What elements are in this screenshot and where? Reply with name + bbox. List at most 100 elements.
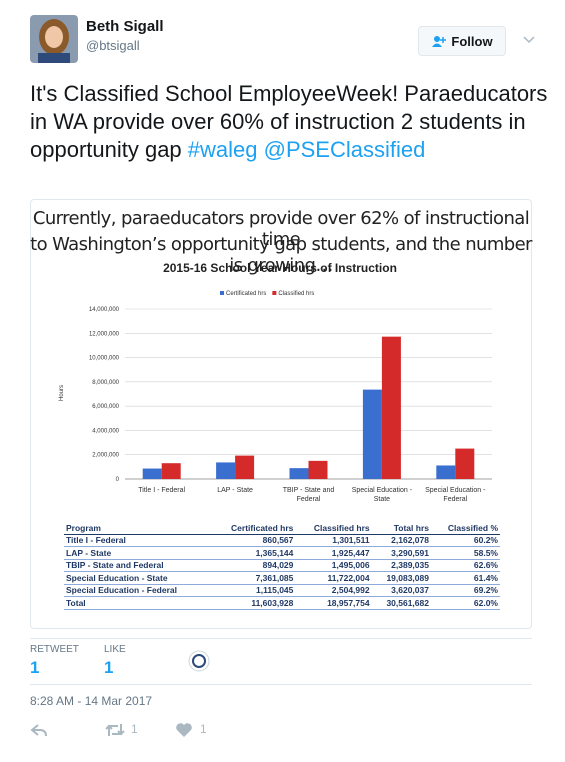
bar [308, 460, 328, 479]
image-headline: to Washington’s opportunity gap students… [30, 234, 532, 276]
table-cell: 2,504,992 [295, 584, 372, 597]
table-cell: 894,029 [210, 559, 296, 572]
table-cell: TBIP - State and Federal [64, 559, 211, 572]
table-header-row: Program Certificated hrs Classified hrs Tot… [64, 522, 500, 535]
chart-title: 2015-16 School Year Hours of Instruction [163, 261, 397, 275]
table-cell: 62.6% [430, 559, 500, 572]
bar [436, 465, 456, 479]
table-cell: 30,561,682 [371, 596, 431, 610]
reply-icon[interactable] [30, 722, 48, 738]
bar [362, 389, 382, 479]
user-name[interactable]: Beth Sigall [86, 18, 164, 35]
table-header-cell: Certificated hrs [210, 522, 296, 535]
y-tick-label: 10,000,000 [89, 356, 120, 362]
y-tick-label: 12,000,000 [89, 331, 120, 337]
menu-chevron[interactable] [522, 35, 536, 45]
table-cell: 61.4% [430, 571, 500, 585]
retweet-count[interactable]: 1 [30, 658, 40, 677]
follow-icon [432, 36, 447, 47]
table-cell: 1,115,045 [210, 584, 296, 597]
table-row: Special Education - Federal 1,115,045 2,50… [64, 584, 500, 597]
table-header-cell: Program [64, 522, 211, 535]
table-cell: 11,722,004 [295, 571, 372, 585]
table-cell: 3,290,591 [371, 546, 431, 560]
y-tick-label: 14,000,000 [89, 307, 120, 313]
media-card[interactable] [30, 199, 532, 629]
like-count[interactable]: 1 [104, 658, 114, 677]
tweet-body: It's Classified School EmployeeWeek! Par… [30, 81, 548, 162]
table-cell: 1,495,006 [295, 559, 372, 572]
table-cell: 860,567 [210, 534, 296, 547]
table-cell: 69.2% [430, 584, 500, 597]
table-cell: 2,162,078 [371, 534, 431, 547]
timestamp[interactable]: 8:28 AM - 14 Mar 2017 [30, 694, 153, 708]
table-cell: 1,925,447 [295, 546, 372, 560]
legend-label: Classified hrs [278, 291, 314, 297]
liker-avatar[interactable] [188, 650, 210, 672]
bar [381, 336, 401, 479]
data-table: Program Certificated hrs Classified hrs Tot… [64, 522, 500, 610]
like-label: LIKE [104, 644, 126, 655]
x-tick-label: TBIP - State and Federal [282, 487, 335, 503]
table-cell: 7,361,085 [210, 571, 296, 585]
retweet-action-count: 1 [131, 722, 138, 736]
table-cell: 58.5% [430, 546, 500, 560]
table-cell: 19,083,089 [371, 571, 431, 585]
table-row: Special Education - State 7,361,085 11,722… [64, 571, 500, 585]
y-tick-label: 8,000,000 [92, 380, 119, 386]
table-cell: 60.2% [430, 534, 500, 547]
x-tick-label: Special Education - Federal [425, 487, 486, 503]
table-row: Total 11,603,928 18,957,754 30,561,682 62.0% [64, 596, 500, 610]
table-cell: 11,603,928 [210, 596, 296, 610]
table-cell: 3,620,037 [371, 584, 431, 597]
table-row: TBIP - State and Federal 894,029 1,495,006… [64, 559, 500, 572]
bar [216, 462, 236, 479]
bar [142, 468, 162, 479]
bar [161, 463, 181, 479]
table-cell: Title I - Federal [64, 534, 211, 547]
table-cell: Special Education - Federal [64, 584, 211, 597]
table-cell: 2,389,035 [371, 559, 431, 572]
legend-label: Certificated hrs [226, 291, 266, 297]
chart: 2015-16 School Year Hours of Instruction… [59, 261, 492, 483]
retweet-icon[interactable] [105, 722, 125, 738]
bar [455, 448, 475, 479]
like-icon[interactable] [175, 722, 193, 738]
y-tick-label: 2,000,000 [92, 453, 119, 459]
table-row: Title I - Federal 860,567 1,301,511 2,162,0… [64, 534, 500, 547]
y-tick-label: 4,000,000 [92, 428, 119, 434]
table-cell: Special Education - State [64, 571, 211, 585]
table-row: LAP - State 1,365,144 1,925,447 3,290,591 58… [64, 546, 500, 560]
x-tick-label: LAP - State [217, 487, 253, 494]
table-cell: 1,365,144 [210, 546, 296, 560]
legend-swatch [220, 291, 224, 295]
tweet-text: It's Classified School EmployeeWeek! Par… [30, 80, 550, 164]
follow-button[interactable]: Follow [418, 26, 506, 56]
y-tick-label: 6,000,000 [92, 404, 119, 410]
avatar[interactable] [30, 15, 78, 63]
x-tick-label: Title I - Federal [138, 487, 186, 494]
y-tick-label: 0 [116, 477, 120, 483]
table-cell: LAP - State [64, 546, 211, 560]
divider [30, 684, 532, 685]
like-action-count: 1 [200, 722, 207, 736]
user-handle[interactable]: @btsigall [86, 38, 140, 53]
mention[interactable]: @PSEClassified [263, 137, 426, 162]
bar [235, 455, 255, 479]
divider [30, 638, 532, 639]
follow-label: Follow [451, 33, 493, 49]
table-cell: 18,957,754 [295, 596, 372, 610]
table-header-cell: Total hrs [371, 522, 431, 535]
table-cell: 62.0% [430, 596, 500, 610]
table-header-cell: Classified hrs [295, 522, 372, 535]
retweet-label: RETWEET [30, 644, 79, 655]
legend-swatch [272, 291, 277, 295]
table-cell: 1,301,511 [295, 534, 372, 547]
image-headline: Currently, paraeducators provide over 62… [32, 208, 530, 250]
table-header-cell: Classified % [430, 522, 500, 535]
hashtag[interactable]: #waleg [187, 137, 258, 162]
y-axis-title: Hours [59, 385, 65, 401]
x-tick-label: Special Education - State [351, 487, 413, 503]
bar [289, 468, 309, 479]
